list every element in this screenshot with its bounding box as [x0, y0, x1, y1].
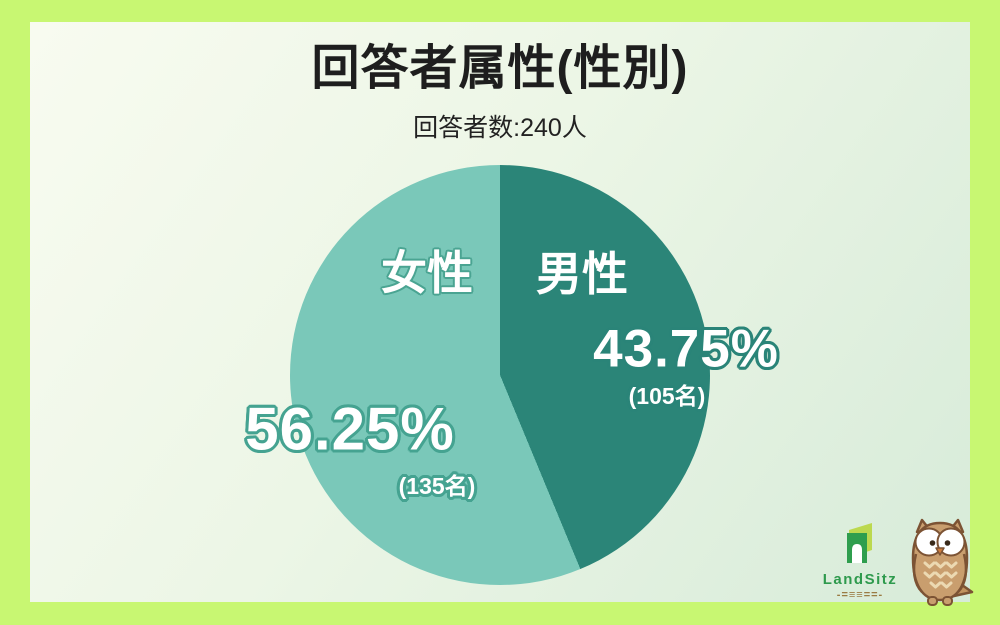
male-count-value: (105名): [628, 383, 706, 409]
chart-subtitle: 回答者数:240人: [413, 114, 587, 142]
landsitz-house-icon: [847, 523, 872, 563]
logo-text: LandSitz: [822, 571, 898, 588]
female-count-value: (135名): [398, 473, 476, 499]
logo-dashes: -=≡≡==-: [836, 589, 884, 601]
owl-mascot-icon: [911, 518, 974, 606]
male-percent-value: 43.75%: [593, 319, 779, 379]
branding-block: LandSitz -=≡≡==-: [812, 518, 976, 613]
landsitz-logo: LandSitz -=≡≡==-: [812, 520, 908, 601]
male-slice-label: 男性: [536, 248, 628, 300]
female-percent-value: 56.25%: [245, 395, 455, 463]
chart-title: 回答者属性(性別): [311, 42, 689, 95]
pie-chart: [290, 165, 710, 585]
female-slice-label: 女性: [381, 247, 473, 299]
owl-mascot: [904, 518, 976, 613]
